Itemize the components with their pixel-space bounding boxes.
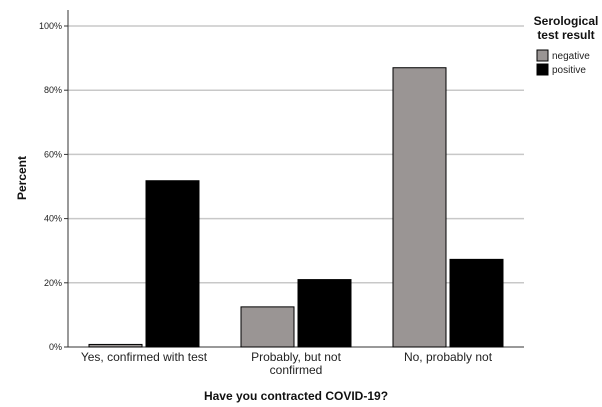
bar-positive (449, 258, 504, 348)
y-tick-label: 40% (44, 214, 62, 224)
legend-label-negative: negative (552, 51, 590, 62)
bar-negative (88, 343, 143, 348)
y-tick-label: 100% (39, 21, 62, 31)
x-axis-title: Have you contracted COVID-19? (204, 389, 388, 403)
legend: Serological test result negative positiv… (534, 14, 599, 76)
y-tick-label: 20% (44, 278, 62, 288)
legend-swatch-negative (536, 49, 549, 62)
legend-title-line-1: Serological (534, 14, 599, 28)
y-tick-label: 0% (49, 342, 62, 352)
x-category-label: Yes, confirmed with test (81, 350, 208, 364)
y-tick-label: 80% (44, 85, 62, 95)
y-axis-title: Percent (15, 156, 29, 200)
bars (88, 67, 504, 348)
y-axis-ticks: 0% 20% 40% 60% 80% 100% (39, 21, 68, 352)
x-category-label: No, probably not (404, 350, 493, 364)
x-category-label: confirmed (270, 363, 323, 377)
gridlines (68, 25, 524, 284)
legend-label-positive: positive (552, 65, 586, 76)
bar-negative (392, 67, 447, 348)
bar-positive (297, 279, 352, 348)
category-labels: Yes, confirmed with test Probably, but no… (81, 350, 493, 377)
legend-swatch-positive (536, 63, 549, 76)
bar-positive (145, 180, 200, 348)
bar-negative (240, 306, 295, 348)
legend-title-line-2: test result (537, 28, 594, 42)
x-category-label: Probably, but not (251, 350, 342, 364)
y-tick-label: 60% (44, 149, 62, 159)
